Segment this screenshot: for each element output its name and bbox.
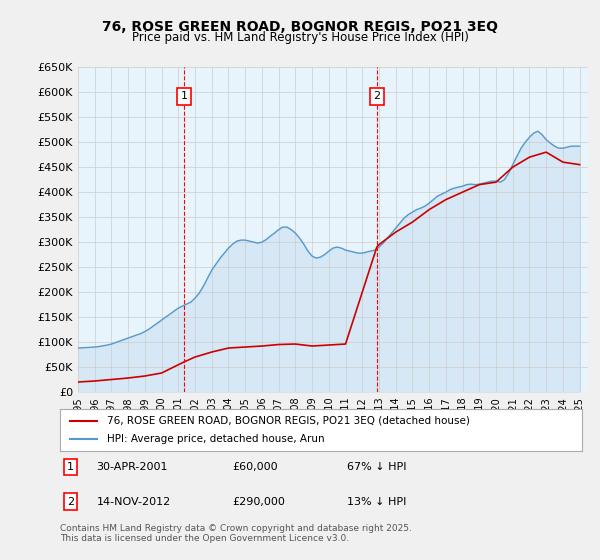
Text: Contains HM Land Registry data © Crown copyright and database right 2025.
This d: Contains HM Land Registry data © Crown c…	[60, 524, 412, 543]
Text: £60,000: £60,000	[232, 462, 278, 472]
Text: £290,000: £290,000	[232, 497, 285, 507]
Text: Price paid vs. HM Land Registry's House Price Index (HPI): Price paid vs. HM Land Registry's House …	[131, 31, 469, 44]
Text: 14-NOV-2012: 14-NOV-2012	[97, 497, 171, 507]
Text: 2: 2	[373, 91, 380, 101]
Text: 1: 1	[67, 462, 74, 472]
Text: 30-APR-2001: 30-APR-2001	[97, 462, 168, 472]
Text: HPI: Average price, detached house, Arun: HPI: Average price, detached house, Arun	[107, 434, 325, 444]
Text: 2: 2	[67, 497, 74, 507]
Text: 67% ↓ HPI: 67% ↓ HPI	[347, 462, 407, 472]
Text: 13% ↓ HPI: 13% ↓ HPI	[347, 497, 406, 507]
Text: 76, ROSE GREEN ROAD, BOGNOR REGIS, PO21 3EQ: 76, ROSE GREEN ROAD, BOGNOR REGIS, PO21 …	[102, 20, 498, 34]
Text: 76, ROSE GREEN ROAD, BOGNOR REGIS, PO21 3EQ (detached house): 76, ROSE GREEN ROAD, BOGNOR REGIS, PO21 …	[107, 416, 470, 426]
Text: 1: 1	[181, 91, 187, 101]
